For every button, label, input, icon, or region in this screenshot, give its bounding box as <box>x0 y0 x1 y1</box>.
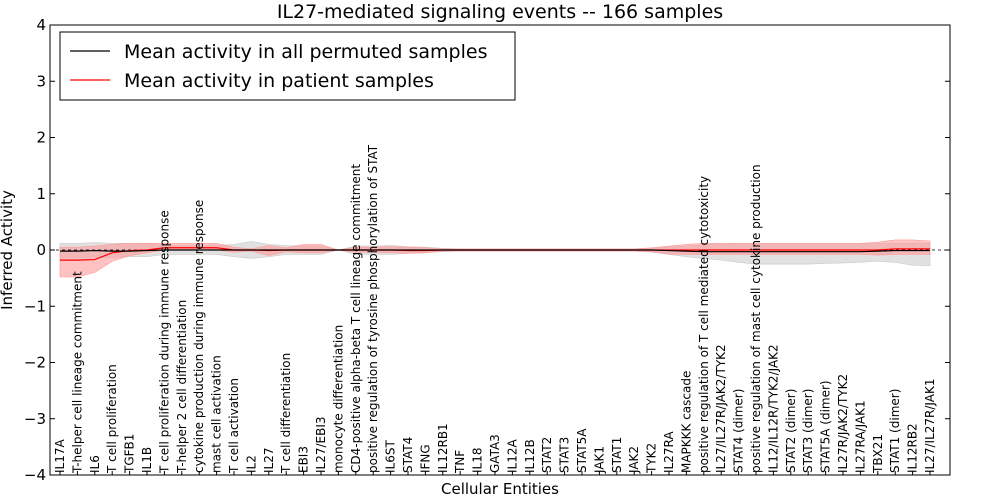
series-line-0 <box>60 249 930 253</box>
x-tick-label: IL12RB1 <box>436 423 450 473</box>
legend-entry-permuted: Mean activity in all permuted samples <box>124 41 487 63</box>
x-tick-label: IL27/EBI3 <box>314 416 328 473</box>
x-tick-label: STAT4 (dimer) <box>732 389 746 473</box>
x-tick-label: TNF <box>453 450 467 474</box>
x-tick-label: TYK2 <box>645 443 659 474</box>
x-tick-label: IL27 <box>262 448 276 474</box>
chart-title: IL27-mediated signaling events -- 166 sa… <box>277 1 723 23</box>
y-tick-label: 3 <box>36 72 46 90</box>
x-tick-label: T cell differentiation <box>279 353 293 474</box>
x-tick-label: MAPKKK cascade <box>679 371 693 473</box>
x-tick-label: JAK2 <box>627 446 641 474</box>
y-tick-label: 4 <box>36 16 46 34</box>
y-tick-label: −3 <box>24 410 46 428</box>
x-tick-label: mast cell activation <box>210 355 224 473</box>
x-tick-label: IL2 <box>244 455 258 473</box>
x-tick-label: T cell activation <box>227 378 241 474</box>
x-tick-label: STAT2 <box>540 437 554 473</box>
x-tick-label: STAT2 (dimer) <box>784 389 798 473</box>
x-tick-label: IL12RB2 <box>906 423 920 473</box>
x-tick-label: T-helper 2 cell differentiation <box>175 300 189 474</box>
x-tick-label: STAT1 <box>610 437 624 473</box>
x-tick-label: IFNG <box>418 444 432 473</box>
x-tick-label: IL27RA <box>662 431 676 473</box>
confidence-bands <box>59 239 931 278</box>
x-tick-label: positive regulation of tyrosine phosphor… <box>366 144 380 473</box>
y-tick-label: −4 <box>24 466 46 484</box>
x-tick-label: IL6 <box>88 455 102 473</box>
x-tick-label: monocyte differentiation <box>331 325 345 473</box>
x-axis: IL17A T-helper cell lineage commitment IL6… <box>53 144 937 475</box>
x-tick-label: STAT5A <box>575 428 589 473</box>
x-tick-label: IL12B <box>523 439 537 473</box>
x-tick-label: TBX21 <box>871 434 885 474</box>
x-tick-label: STAT3 <box>558 437 572 473</box>
x-tick-label: IL27RA/JAK1 <box>853 400 867 473</box>
x-tick-label: IL6ST <box>384 440 398 473</box>
x-tick-label: IL27R/JAK2/TYK2 <box>836 374 850 473</box>
x-tick-label: T cell proliferation during immune respo… <box>157 210 171 474</box>
x-tick-label: IL17A <box>53 439 67 473</box>
x-tick-label: IL27/IL27R/JAK1 <box>923 379 937 473</box>
y-tick-label: −2 <box>24 354 46 372</box>
y-tick-label: 0 <box>36 241 46 259</box>
x-tick-label: STAT5A (dimer) <box>819 380 833 473</box>
x-tick-label: cytokine production during immune respon… <box>192 200 206 473</box>
x-tick-label: IL18 <box>471 448 485 474</box>
legend-box <box>59 31 516 101</box>
x-tick-label: JAK1 <box>592 446 606 474</box>
y-tick-label: 1 <box>36 185 46 203</box>
x-tick-label: T cell proliferation <box>105 364 119 474</box>
legend: Mean activity in all permuted samples Me… <box>59 31 516 101</box>
y-axis: −4 −3 −2 −1 0 1 2 3 4 <box>24 16 950 484</box>
x-axis-label: Cellular Entities <box>441 480 559 498</box>
x-tick-label: CD4-positive alpha-beta T cell lineage c… <box>349 164 363 473</box>
x-tick-label: GATA3 <box>488 434 502 473</box>
x-tick-label: positive regulation of T cell mediated c… <box>697 176 711 473</box>
x-tick-label: TGFB1 <box>123 434 137 474</box>
x-tick-label: IL1B <box>140 447 154 473</box>
x-tick-label: STAT1 (dimer) <box>888 389 902 473</box>
y-tick-label: 2 <box>36 129 46 147</box>
x-tick-label: IL27/IL27R/JAK2/TYK2 <box>714 344 728 473</box>
legend-entry-patient: Mean activity in patient samples <box>124 70 434 92</box>
x-tick-label: T-helper cell lineage commitment <box>70 271 84 474</box>
x-tick-label: STAT4 <box>401 437 415 473</box>
x-tick-label: STAT3 (dimer) <box>801 389 815 473</box>
x-tick-label: EBI3 <box>297 446 311 473</box>
x-tick-label: positive regulation of mast cell cytokin… <box>749 164 763 473</box>
series-lines <box>60 247 930 261</box>
x-tick-label: IL12A <box>505 439 519 473</box>
y-tick-label: −1 <box>24 297 46 315</box>
x-tick-label: IL12/IL12R/TYK2/JAK2 <box>766 344 780 473</box>
y-axis-label: Inferred Activity <box>0 190 16 310</box>
